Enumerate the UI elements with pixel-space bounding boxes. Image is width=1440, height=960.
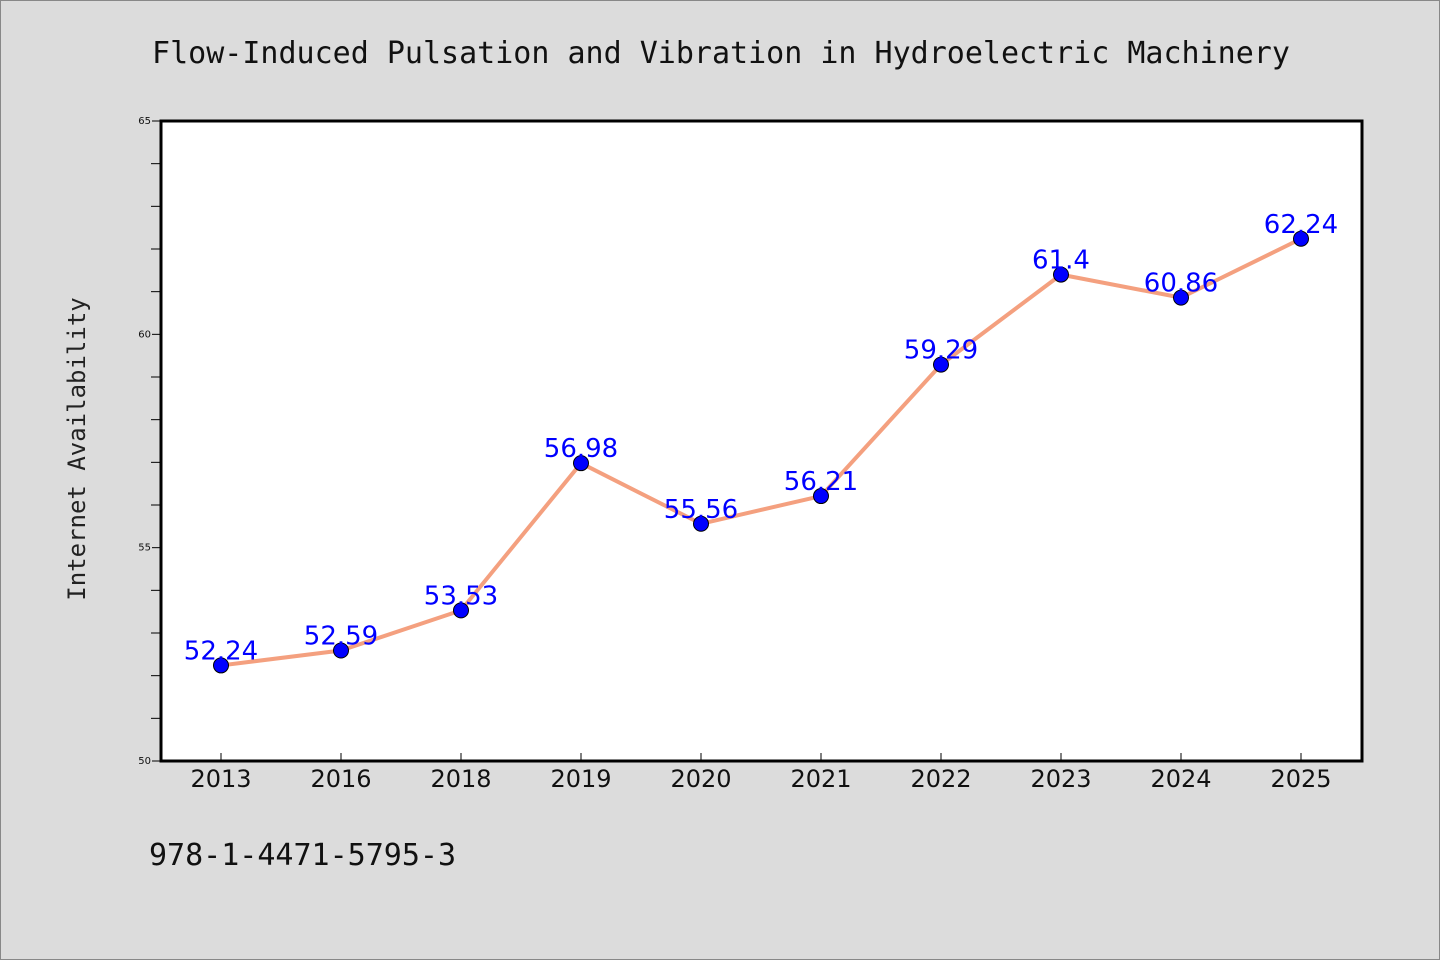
y-tick-label: 50 xyxy=(138,756,151,767)
x-tick-label: 2019 xyxy=(550,765,611,793)
data-label: 55.56 xyxy=(664,495,738,525)
data-point xyxy=(1293,230,1309,247)
data-label: 53.53 xyxy=(424,581,498,611)
y-tick-label: 60 xyxy=(138,329,151,340)
y-axis-ticks: 50 55 60 65 xyxy=(138,116,160,767)
data-point xyxy=(573,455,589,472)
footer-isbn: 978-1-4471-5795-3 xyxy=(149,838,456,873)
y-tick-label: 65 xyxy=(138,116,151,127)
data-point xyxy=(1173,289,1189,306)
data-point xyxy=(693,515,709,532)
x-tick-label: 2023 xyxy=(1030,765,1091,793)
x-tick-label: 2016 xyxy=(310,765,371,793)
data-label: 59.29 xyxy=(904,336,978,366)
data-point xyxy=(333,642,349,659)
y-axis-label: Internet Availability xyxy=(63,297,91,600)
data-point xyxy=(933,356,949,373)
x-tick-label: 2021 xyxy=(790,765,851,793)
x-tick-label: 2013 xyxy=(190,765,251,793)
x-axis-ticks: 2013 2016 2018 2019 2020 2021 2022 2023 2024 2025 xyxy=(190,753,1332,793)
x-tick-label: 2025 xyxy=(1270,765,1331,793)
series-layer xyxy=(213,230,1309,674)
data-label: 52.24 xyxy=(184,636,258,666)
plot-area xyxy=(159,119,1364,763)
data-label: 56.21 xyxy=(784,467,858,497)
series-line xyxy=(219,236,1303,668)
data-point xyxy=(1053,266,1069,283)
data-label-layer: 52.24 52.59 53.53 56.98 55.56 56.21 59.29 61.4 6… xyxy=(184,210,1338,667)
x-tick-label: 2024 xyxy=(1150,765,1211,793)
data-point xyxy=(813,488,829,505)
data-label: 60.86 xyxy=(1144,269,1218,299)
data-label: 56.98 xyxy=(544,434,618,464)
y-tick-label: 55 xyxy=(138,543,151,554)
data-label: 61.4 xyxy=(1032,246,1090,276)
x-tick-label: 2022 xyxy=(910,765,971,793)
data-point xyxy=(213,657,229,674)
x-tick-label: 2018 xyxy=(430,765,491,793)
data-point xyxy=(453,602,469,619)
chart-title: Flow-Induced Pulsation and Vibration in … xyxy=(152,36,1290,71)
x-tick-label: 2020 xyxy=(670,765,731,793)
data-label: 52.59 xyxy=(304,621,378,651)
data-label: 62.24 xyxy=(1264,210,1338,240)
